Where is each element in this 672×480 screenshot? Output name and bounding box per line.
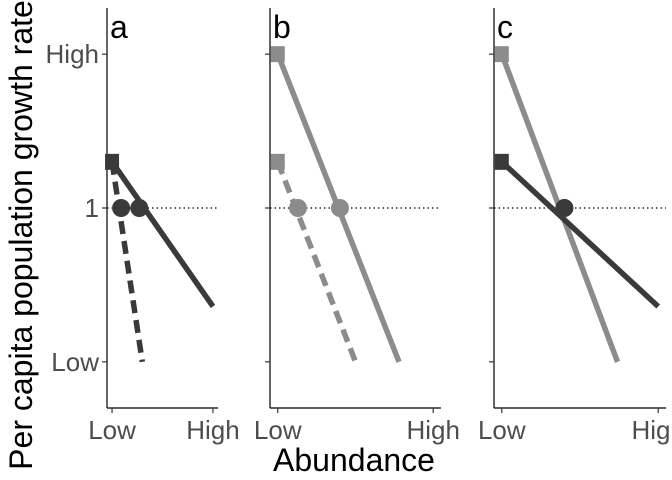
y-tick-label: 1 <box>85 193 99 223</box>
x-axis-title: Abundance <box>273 442 435 478</box>
start-marker <box>494 153 509 170</box>
panel-letter: c <box>497 9 513 45</box>
series-line <box>109 160 216 309</box>
x-tick-label: High <box>406 415 459 445</box>
x-tick-label: High <box>186 415 239 445</box>
panel-letter: a <box>110 9 128 45</box>
start-marker <box>270 46 285 63</box>
y-tick-label: Low <box>51 347 99 377</box>
panels: Low1HighLowHighaLowHighbLowHighc <box>46 8 672 445</box>
series-line <box>499 159 661 309</box>
x-tick-label: High <box>631 415 672 445</box>
x-tick-label: Low <box>254 415 302 445</box>
x-tick-label: Low <box>478 415 526 445</box>
y-tick-label: High <box>46 39 99 69</box>
equilibrium-point <box>330 199 349 217</box>
panel-b: Low High b <box>254 8 460 445</box>
equilibrium-point <box>288 199 307 217</box>
panel-letter: b <box>273 9 291 45</box>
x-tick-label: Low <box>88 415 136 445</box>
start-marker <box>105 153 120 170</box>
y-axis-title: Per capita population growth rate <box>3 0 39 470</box>
equilibrium-point <box>112 199 131 217</box>
series-line <box>275 160 359 363</box>
panel-c: Low High c <box>478 8 672 445</box>
equilibrium-point <box>555 199 574 217</box>
start-marker <box>270 153 285 170</box>
equilibrium-point <box>130 199 149 217</box>
series-line <box>109 161 146 363</box>
start-marker <box>494 46 509 63</box>
